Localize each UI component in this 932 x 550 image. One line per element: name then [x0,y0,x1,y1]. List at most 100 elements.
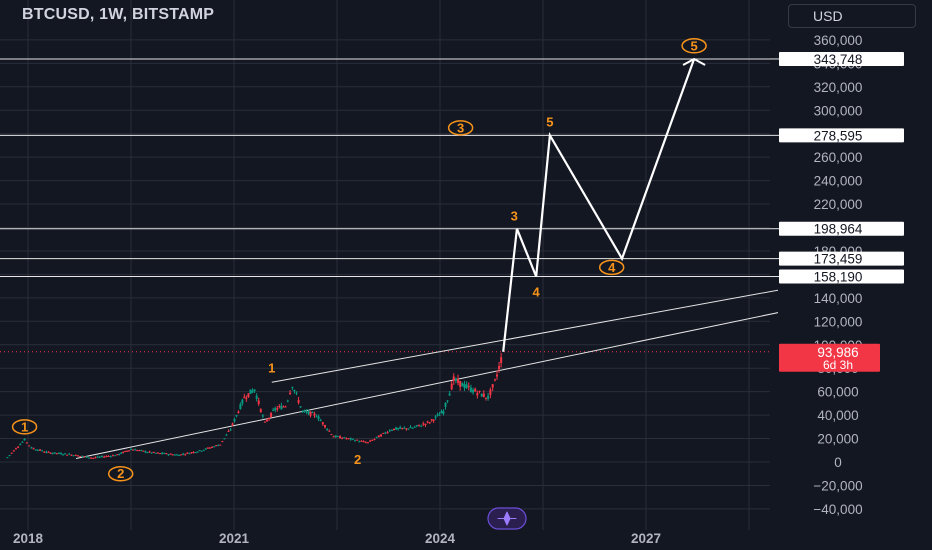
currency-button[interactable]: USD [788,4,916,28]
candle-body [103,456,106,458]
candle-body [415,425,418,427]
candle-body [351,438,354,440]
candle-body [341,437,344,439]
price-level-tag[interactable] [779,251,904,266]
candle-body [422,423,425,425]
candle-body [202,449,205,451]
candle-body [307,411,310,414]
candle-body [159,453,162,455]
candle-body [457,378,460,383]
candle-body [221,440,224,442]
candle-body [321,422,324,425]
candle-body [493,379,496,381]
candle-body [144,451,147,453]
candle-body [436,414,439,416]
candle-body [450,383,453,390]
candle-body [382,432,385,434]
candle-body [440,411,443,414]
candle-body [68,453,71,455]
candle-body [19,444,22,446]
candle-body [136,450,139,452]
candle-body [430,419,433,421]
candle-body [219,444,222,446]
wave-label: 1 [21,419,28,434]
candle-body [407,428,410,430]
candle-body [142,450,145,452]
candle-body [409,426,412,429]
candle-body [332,436,335,438]
candle-body [413,426,416,428]
candle-body [289,392,292,395]
price-level-tag[interactable] [779,221,904,236]
candle-body [118,453,121,455]
candle-body [28,445,31,447]
candle-body [459,380,462,387]
candle-body [182,453,185,455]
candle-body [328,430,331,432]
candle-body [161,452,164,454]
price-axis-tick: 60,000 [817,385,858,400]
candle-body [229,429,232,431]
candle-body [217,445,220,447]
candle-body [286,400,289,402]
candle-body [124,450,127,452]
candle-body [369,440,372,442]
candle-body [62,454,65,456]
candle-body [366,442,369,444]
candle-body [169,453,172,455]
candle-body [111,455,114,457]
candle-body [393,428,396,431]
price-level-label: 198,964 [814,222,863,237]
candle-body [284,406,287,408]
candle-body [403,427,406,429]
price-axis-tick: 0 [834,455,842,470]
candle-body [282,406,285,408]
candle-body [377,435,380,438]
price-axis-tick: −40,000 [813,502,862,517]
projection-path[interactable] [502,58,696,352]
price-level-tag[interactable] [779,128,904,143]
candle-body [41,450,44,452]
candle-body [261,415,264,417]
candle-body [12,450,15,452]
price-level-tag[interactable] [779,51,904,66]
wave-label-circle [11,419,38,435]
candle-body [154,452,157,454]
candle-body [188,453,191,455]
price-level-tag[interactable] [779,269,904,284]
candle-body [448,393,451,396]
candle-body [384,432,387,434]
candle-body [249,389,252,394]
candle-body [130,449,133,451]
candle-body [295,392,298,394]
candle-body [274,408,277,410]
wave-label: 1 [268,361,275,376]
candle-body [454,378,457,381]
current-price-tag[interactable] [779,343,880,372]
candle-body [465,384,468,388]
candle-body [186,452,189,454]
candle-body [8,455,11,457]
candle-body [326,428,329,430]
candle-body [32,448,35,450]
candle-body [358,441,361,443]
candle-body [94,457,97,459]
candle-body [444,402,447,407]
candle-body [107,456,110,458]
candle-body [323,425,326,428]
candle-body [315,416,318,418]
wave-label-circle [681,38,707,54]
candle-body [424,423,427,426]
candle-body [336,436,339,438]
candle-body [116,454,119,456]
candle-body [276,408,279,410]
candle-body [138,450,141,452]
price-axis-tick: 300,000 [814,103,863,118]
candle-body [55,453,58,455]
wave-label-circle [447,120,474,136]
candle-body [21,441,24,443]
candle-body [474,388,477,392]
candle-body [10,452,13,454]
